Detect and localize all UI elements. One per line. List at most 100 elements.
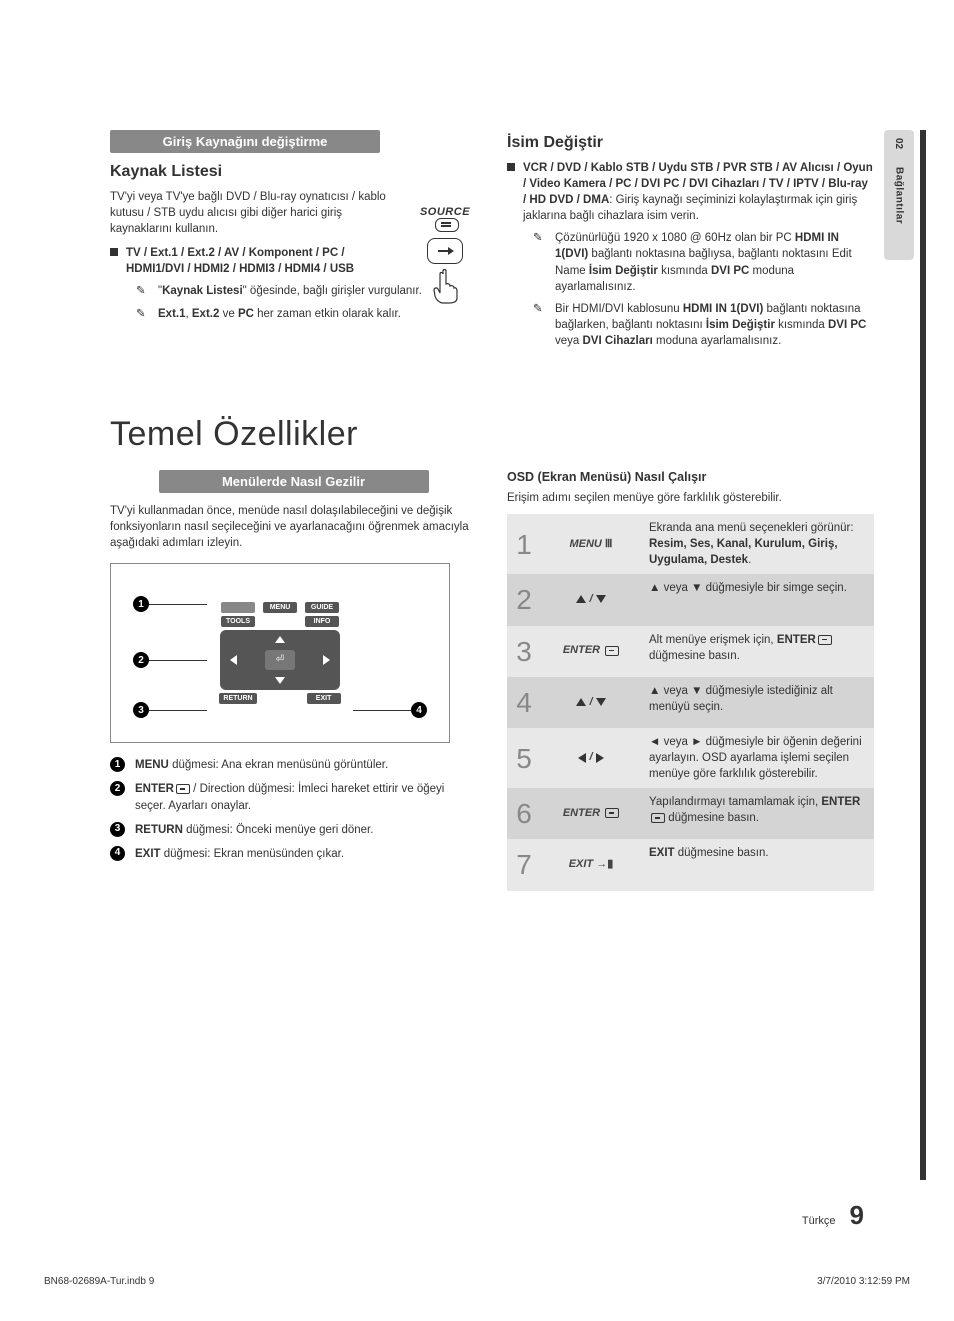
note-source-2: ✎ Ext.1, Ext.2 ve PC her zaman etkin ola… (136, 306, 477, 322)
note-icon: ✎ (533, 301, 547, 349)
osd-step-number: 5 (507, 728, 541, 788)
osd-step-row: 5 / ◄ veya ► düğmesiyle bir öğenin değer… (507, 728, 874, 788)
down-arrow-icon (596, 698, 606, 706)
remote-guide-btn: GUIDE (305, 602, 339, 613)
page-footer: Türkçe 9 (802, 1200, 864, 1231)
osd-step-row: 1MENU ⅢEkranda ana menü seçenekleri görü… (507, 514, 874, 574)
remote-info-btn: INFO (305, 616, 339, 627)
legend-number: 1 (110, 757, 125, 772)
remote-exit-btn: EXIT (307, 693, 341, 704)
dpad-right-icon (323, 655, 330, 665)
left-arrow-icon (578, 753, 586, 763)
osd-step-desc: ▲ veya ▼ düğmesiyle istediğiniz alt menü… (641, 677, 874, 728)
remote-menu-btn: MENU (263, 602, 297, 613)
osd-step-row: 7EXIT →▮EXIT düğmesine basın. (507, 839, 874, 890)
print-timestamp: 3/7/2010 3:12:59 PM (817, 1276, 910, 1287)
osd-step-desc: EXIT düğmesine basın. (641, 839, 874, 890)
legend-text: EXIT düğmesi: Ekran menüsünden çıkar. (135, 846, 344, 862)
dpad-down-icon (275, 677, 285, 684)
legend-item: 3 RETURN düğmesi: Önceki menüye geri döne… (110, 822, 477, 838)
note-editname-1: ✎ Çözünürlüğü 1920 x 1080 @ 60Hz olan bi… (533, 230, 874, 294)
section-bar-menus: Menülerde Nasıl Gezilir (159, 470, 429, 493)
legend-text: ENTER / Direction düğmesi: İmleci hareke… (135, 781, 477, 813)
right-arrow-icon (596, 753, 604, 763)
enter-icon (605, 646, 619, 656)
chapter-heading: Temel Özellikler (110, 415, 874, 454)
menus-intro: TV'yi kullanmadan önce, menüde nasıl dol… (110, 503, 477, 551)
legend-list: 1 MENU düğmesi: Ana ekran menüsünü görünt… (110, 757, 477, 861)
hand-press-icon (430, 268, 460, 304)
note-icon: ✎ (136, 283, 150, 299)
osd-heading: OSD (Ekran Menüsü) Nasıl Çalışır (507, 470, 874, 484)
heading-source-list: Kaynak Listesi (110, 163, 477, 181)
remote-tools-btn: TOOLS (221, 616, 255, 627)
footer-lang: Türkçe (802, 1215, 836, 1227)
down-arrow-icon (596, 595, 606, 603)
legend-number: 2 (110, 781, 125, 796)
edit-name-list: VCR / DVD / Kablo STB / Uydu STB / PVR S… (507, 160, 874, 224)
osd-step-key: EXIT →▮ (541, 839, 641, 890)
left-column: Giriş Kaynağını değiştirme Kaynak Listes… (110, 130, 477, 355)
remote-dpad: ⏎ (220, 630, 340, 690)
osd-step-row: 3ENTER Alt menüye erişmek için, ENTER dü… (507, 626, 874, 677)
source-box-icon (435, 218, 459, 232)
note-icon: ✎ (136, 306, 150, 322)
legend-number: 3 (110, 822, 125, 837)
print-meta: BN68-02689A-Tur.indb 9 3/7/2010 3:12:59 … (44, 1276, 910, 1287)
dpad-up-icon (275, 636, 285, 643)
remote-diagram: 1 2 3 4 MENU GUIDE TOOLS . (110, 563, 450, 743)
up-arrow-icon (576, 698, 586, 706)
source-button-diagram: SOURCE (410, 206, 480, 307)
osd-step-number: 3 (507, 626, 541, 677)
osd-subtext: Erişim adımı seçilen menüye göre farklıl… (507, 490, 874, 506)
arrow-box-icon (427, 238, 463, 264)
osd-step-row: 6ENTER Yapılandırmayı tamamlamak için, E… (507, 788, 874, 839)
source-list-intro: TV'yi veya TV'ye bağlı DVD / Blu-ray oyn… (110, 189, 390, 237)
osd-step-number: 2 (507, 574, 541, 625)
osd-step-desc: ▲ veya ▼ düğmesiyle bir simge seçin. (641, 574, 874, 625)
osd-step-key: / (541, 574, 641, 625)
osd-column: OSD (Ekran Menüsü) Nasıl Çalışır Erişim … (507, 470, 874, 891)
square-bullet-icon (507, 163, 515, 171)
osd-step-row: 2 / ▲ veya ▼ düğmesiyle bir simge seçin. (507, 574, 874, 625)
remote-return-btn: RETURN (219, 693, 256, 704)
legend-item: 4EXIT düğmesi: Ekran menüsünden çıkar. (110, 846, 477, 862)
legend-text: MENU düğmesi: Ana ekran menüsünü görüntü… (135, 757, 388, 773)
up-arrow-icon (576, 595, 586, 603)
osd-step-key: ENTER (541, 626, 641, 677)
section-bar-change-source: Giriş Kaynağını değiştirme (110, 130, 380, 153)
callout-3: 3 (133, 702, 149, 718)
enter-icon (176, 784, 190, 794)
square-bullet-icon (110, 248, 118, 256)
enter-icon (651, 813, 665, 823)
osd-step-key: ENTER (541, 788, 641, 839)
osd-step-key: / (541, 728, 641, 788)
osd-step-desc: Ekranda ana menü seçenekleri görünür:Res… (641, 514, 874, 574)
dpad-left-icon (230, 655, 237, 665)
footer-page-number: 9 (850, 1200, 864, 1231)
enter-icon (605, 808, 619, 818)
osd-step-number: 4 (507, 677, 541, 728)
source-list-options: TV / Ext.1 / Ext.2 / AV / Komponent / PC… (126, 247, 354, 275)
osd-step-desc: ◄ veya ► düğmesiyle bir öğenin değerini … (641, 728, 874, 788)
heading-edit-name: İsim Değiştir (507, 134, 874, 152)
note-editname-2: ✎ Bir HDMI/DVI kablosunu HDMI IN 1(DVI) … (533, 301, 874, 349)
callout-line (353, 710, 411, 711)
enter-icon (818, 635, 832, 645)
legend-text: RETURN düğmesi: Önceki menüye geri döner… (135, 822, 373, 838)
callout-1: 1 (133, 596, 149, 612)
legend-item: 1 MENU düğmesi: Ana ekran menüsünü görünt… (110, 757, 477, 773)
osd-step-key: MENU Ⅲ (541, 514, 641, 574)
source-list-item: TV / Ext.1 / Ext.2 / AV / Komponent / PC… (110, 245, 380, 277)
note-icon: ✎ (533, 230, 547, 294)
osd-step-key: / (541, 677, 641, 728)
right-column: İsim Değiştir VCR / DVD / Kablo STB / Uy… (507, 130, 874, 355)
remote-body: MENU GUIDE TOOLS . INFO ⏎ (190, 599, 370, 707)
osd-step-desc: Alt menüye erişmek için, ENTER düğmesine… (641, 626, 874, 677)
osd-steps-table: 1MENU ⅢEkranda ana menü seçenekleri görü… (507, 514, 874, 891)
menus-column: Menülerde Nasıl Gezilir TV'yi kullanmada… (110, 470, 477, 891)
callout-2: 2 (133, 652, 149, 668)
osd-step-number: 7 (507, 839, 541, 890)
osd-step-number: 6 (507, 788, 541, 839)
print-file: BN68-02689A-Tur.indb 9 (44, 1276, 154, 1287)
